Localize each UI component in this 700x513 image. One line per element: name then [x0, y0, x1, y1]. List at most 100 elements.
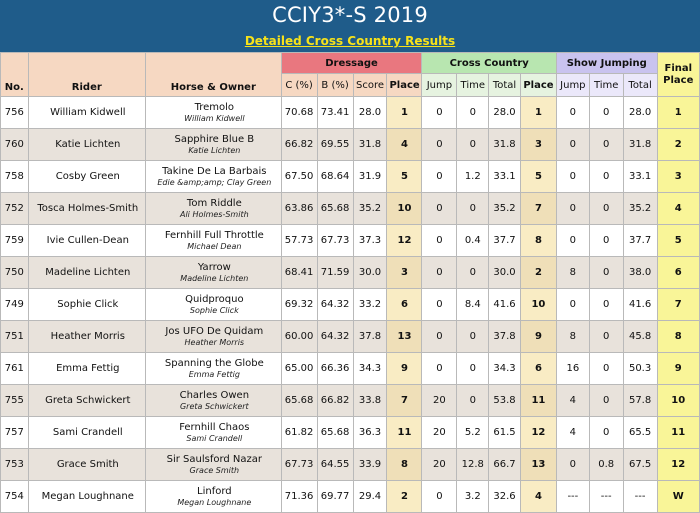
- header-no: No.: [0, 52, 29, 97]
- table-row: 752 Tosca Holmes-Smith Tom Riddle Ali Holme…: [0, 192, 700, 225]
- row-number: 755: [0, 384, 29, 417]
- sj-total: 57.8: [622, 384, 658, 417]
- row-number: 757: [0, 416, 29, 449]
- dressage-place: 8: [386, 448, 423, 481]
- dressage-score: 33.2: [352, 288, 388, 321]
- header-xc-time: Time: [456, 73, 490, 97]
- dressage-place: 2: [386, 480, 423, 513]
- dressage-b: 64.55: [316, 448, 354, 481]
- xc-jump: 0: [421, 288, 458, 321]
- xc-place: 3: [519, 128, 557, 161]
- final-place: 8: [656, 320, 700, 353]
- dressage-place: 6: [386, 288, 423, 321]
- table-row: 756 William Kidwell Tremolo William Kidwell…: [0, 96, 700, 129]
- sj-time: ---: [588, 480, 624, 513]
- dressage-place: 5: [386, 160, 423, 193]
- dressage-c: 68.41: [280, 256, 318, 289]
- header-dressage-c: C (%): [280, 73, 318, 97]
- table-row: 754 Megan Loughnane Linford Megan Loughnane…: [0, 480, 700, 513]
- xc-place: 6: [519, 352, 557, 385]
- final-place: 6: [656, 256, 700, 289]
- owner-name: Ali Holmes-Smith: [179, 209, 249, 219]
- sj-time: 0: [588, 160, 624, 193]
- dressage-c: 60.00: [280, 320, 318, 353]
- row-number: 756: [0, 96, 29, 129]
- sj-total: 37.7: [622, 224, 658, 257]
- header-sj-jump: Jump: [555, 73, 590, 97]
- table-row: 757 Sami Crandell Fernhill Chaos Sami Crand…: [0, 416, 700, 449]
- header-sj-total: Total: [622, 73, 658, 97]
- dressage-score: 30.0: [352, 256, 388, 289]
- horse-name: Fernhill Full Throttle: [164, 229, 264, 241]
- row-number: 752: [0, 192, 29, 225]
- header-rider: Rider: [27, 52, 147, 97]
- table-row: 759 Ivie Cullen-Dean Fernhill Full Throttl…: [0, 224, 700, 257]
- xc-time: 5.2: [456, 416, 490, 449]
- sj-time: 0: [588, 96, 624, 129]
- results-body: 756 William Kidwell Tremolo William Kidwell…: [0, 96, 700, 513]
- xc-time: 0: [456, 128, 490, 161]
- results-table: No. Rider Horse & Owner Dressage Cross C…: [0, 52, 700, 513]
- dressage-c: 65.68: [280, 384, 318, 417]
- page-title: CCIY3*-S 2019: [272, 3, 428, 27]
- xc-place: 12: [519, 416, 557, 449]
- xc-place: 2: [519, 256, 557, 289]
- sj-jump: 0: [555, 224, 590, 257]
- horse-name: Yarrow: [197, 261, 231, 273]
- horse-owner: Fernhill Chaos Sami Crandell: [145, 416, 282, 449]
- header-xc-place: Place: [519, 73, 557, 97]
- rider-name: Katie Lichten: [27, 128, 147, 161]
- dressage-score: 33.8: [352, 384, 388, 417]
- rider-name: Ivie Cullen-Dean: [27, 224, 147, 257]
- horse-name: Fernhill Chaos: [179, 421, 250, 433]
- dressage-b: 66.82: [316, 384, 354, 417]
- xc-jump: 0: [421, 96, 458, 129]
- xc-total: 28.0: [488, 96, 521, 129]
- horse-owner: Tremolo William Kidwell: [145, 96, 282, 129]
- owner-name: Heather Morris: [184, 337, 245, 347]
- xc-total: 35.2: [488, 192, 521, 225]
- horse-owner: Linford Megan Loughnane: [145, 480, 282, 513]
- sj-time: 0: [588, 352, 624, 385]
- row-number: 759: [0, 224, 29, 257]
- xc-time: 3.2: [456, 480, 490, 513]
- horse-name: Tremolo: [194, 101, 235, 113]
- header-dressage-score: Score: [352, 73, 388, 97]
- horse-owner: Takine De La Barbais Edie &amp;amp; Clay …: [145, 160, 282, 193]
- header-xc-jump: Jump: [421, 73, 458, 97]
- row-number: 761: [0, 352, 29, 385]
- xc-jump: 0: [421, 128, 458, 161]
- dressage-c: 67.73: [280, 448, 318, 481]
- row-number: 758: [0, 160, 29, 193]
- page-subtitle-link[interactable]: Detailed Cross Country Results: [244, 34, 456, 48]
- xc-total: 66.7: [488, 448, 521, 481]
- horse-name: Jos UFO De Quidam: [165, 325, 264, 337]
- horse-owner: Fernhill Full Throttle Michael Dean: [145, 224, 282, 257]
- dressage-c: 61.82: [280, 416, 318, 449]
- sj-time: 0: [588, 192, 624, 225]
- xc-total: 37.8: [488, 320, 521, 353]
- dressage-score: 31.9: [352, 160, 388, 193]
- rider-name: Tosca Holmes-Smith: [27, 192, 147, 225]
- xc-jump: 20: [421, 448, 458, 481]
- sj-time: 0.8: [588, 448, 624, 481]
- owner-name: Grace Smith: [189, 465, 240, 475]
- owner-name: Michael Dean: [187, 241, 242, 251]
- horse-owner: Charles Owen Greta Schwickert: [145, 384, 282, 417]
- rider-name: Grace Smith: [27, 448, 147, 481]
- xc-time: 0: [456, 352, 490, 385]
- sj-jump: 0: [555, 192, 590, 225]
- sj-total: 45.8: [622, 320, 658, 353]
- xc-total: 33.1: [488, 160, 521, 193]
- row-number: 751: [0, 320, 29, 353]
- sj-total: 33.1: [622, 160, 658, 193]
- horse-name: Quidproquo: [185, 293, 244, 305]
- xc-total: 30.0: [488, 256, 521, 289]
- xc-jump: 0: [421, 480, 458, 513]
- horse-owner: Sir Saulsford Nazar Grace Smith: [145, 448, 282, 481]
- owner-name: Greta Schwickert: [179, 401, 249, 411]
- dressage-score: 29.4: [352, 480, 388, 513]
- final-place: 9: [656, 352, 700, 385]
- header-show-jumping: Show Jumping: [555, 52, 658, 74]
- xc-total: 34.3: [488, 352, 521, 385]
